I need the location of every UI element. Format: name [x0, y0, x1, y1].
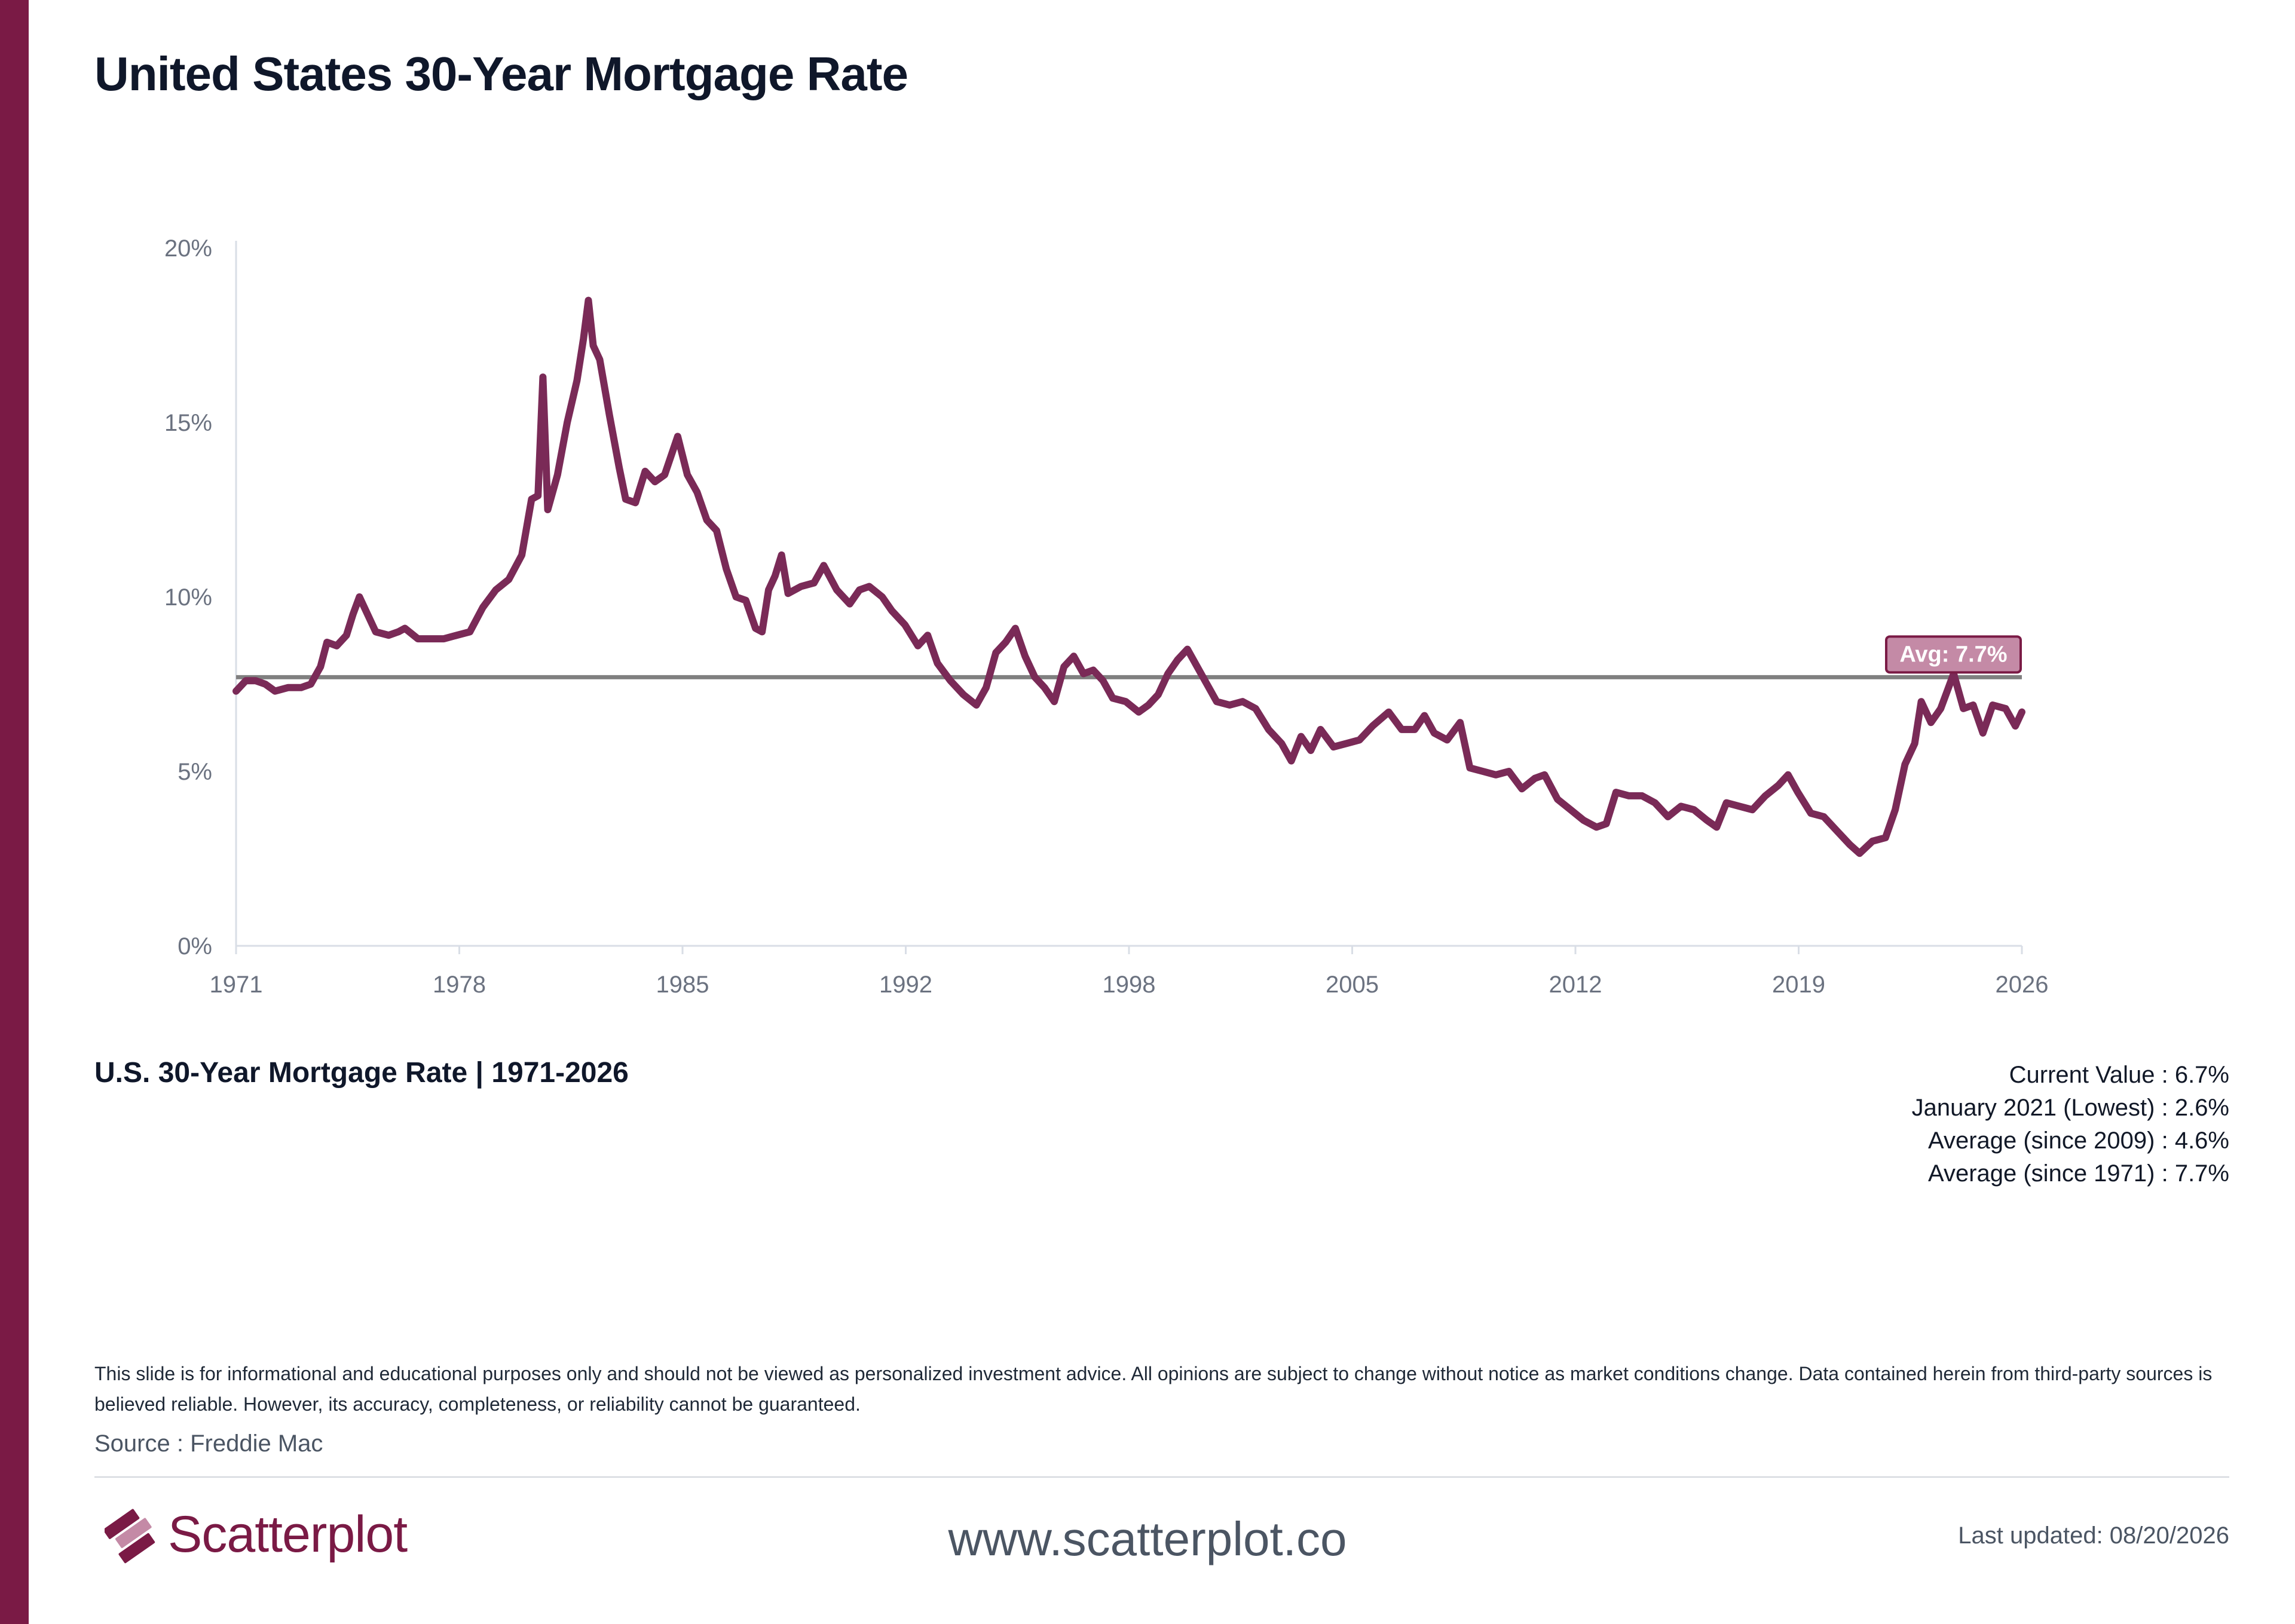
disclaimer: This slide is for informational and educ… [94, 1363, 2213, 1415]
x-tick-label: 2026 [1996, 972, 2049, 998]
series-line [232, 296, 2025, 857]
series-group [232, 296, 2025, 857]
y-tick-label: 20% [164, 235, 212, 262]
brand[interactable]: Scatterplot [105, 1505, 408, 1564]
source-note: Source : Freddie Mac [94, 1430, 323, 1457]
x-tick-label: 1992 [879, 972, 932, 998]
chart: 0% 5% 10% 15% 20% 1971 1978 1985 1992 1998 2005 201… [164, 235, 2049, 998]
stat-current-value: Current Value : 6.7% [2009, 1062, 2229, 1088]
y-tick-label: 15% [164, 410, 212, 436]
chart-subtitle: U.S. 30-Year Mortgage Rate | 1971-2026 [94, 1057, 629, 1089]
x-tick-label: 2005 [1326, 972, 1379, 998]
brand-name: Scatterplot [168, 1505, 408, 1563]
stat-lowest: January 2021 (Lowest) : 2.6% [1911, 1095, 2229, 1121]
website-link[interactable]: www.scatterplot.co [948, 1512, 1347, 1565]
accent-bar [0, 0, 29, 1624]
average-label: Avg: 7.7% [1899, 642, 2007, 667]
x-tick-label: 2019 [1772, 972, 1825, 998]
x-tick-label: 2012 [1549, 972, 1602, 998]
stat-average-1971: Average (since 1971) : 7.7% [1927, 1160, 2229, 1187]
stats-panel: Current Value : 6.7% January 2021 (Lowes… [1912, 1059, 2229, 1190]
chart-axes: 0% 5% 10% 15% 20% 1971 1978 1985 1992 1998 2005 201… [164, 235, 2049, 998]
footer-divider [94, 1476, 2229, 1478]
stat-average-2009: Average (since 2009) : 4.6% [1927, 1127, 2229, 1154]
y-tick-label: 10% [164, 584, 212, 611]
x-tick-label: 1985 [656, 972, 709, 998]
x-tick-label: 1998 [1103, 972, 1156, 998]
x-tick-label: 1978 [433, 972, 486, 998]
page-title: United States 30-Year Mortgage Rate [94, 47, 908, 100]
x-tick-label: 1971 [210, 972, 263, 998]
scatterplot-logo-icon [105, 1509, 155, 1564]
last-updated: Last updated: 08/20/2026 [1958, 1522, 2229, 1549]
average-label-box [1885, 635, 2022, 674]
y-tick-label: 5% [178, 759, 212, 785]
average-label-group: Avg: 7.7% [1885, 635, 2022, 674]
y-tick-label: 0% [178, 933, 212, 960]
